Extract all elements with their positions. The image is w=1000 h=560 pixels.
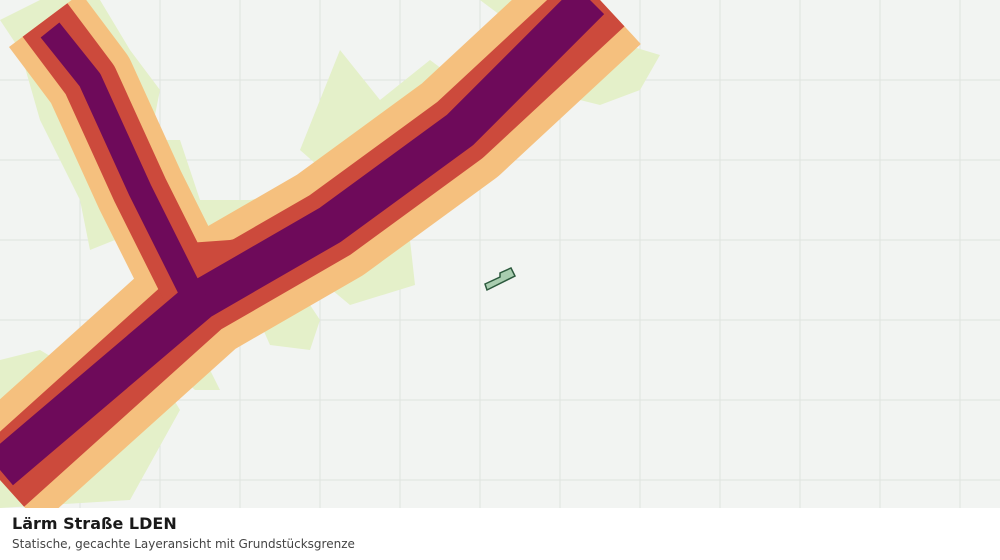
- noise-bands: [0, 0, 641, 508]
- parcel-boundary[interactable]: [484, 267, 517, 292]
- map-view[interactable]: [0, 0, 1000, 508]
- map-title: Lärm Straße LDEN: [12, 514, 177, 533]
- map-subtitle: Statische, gecachte Layeransicht mit Gru…: [12, 537, 355, 551]
- legend-footer: Lärm Straße LDEN Statische, gecachte Lay…: [0, 508, 1000, 560]
- noise-zone-very-high: [40, 22, 206, 306]
- noise-zone-very-high: [0, 0, 605, 486]
